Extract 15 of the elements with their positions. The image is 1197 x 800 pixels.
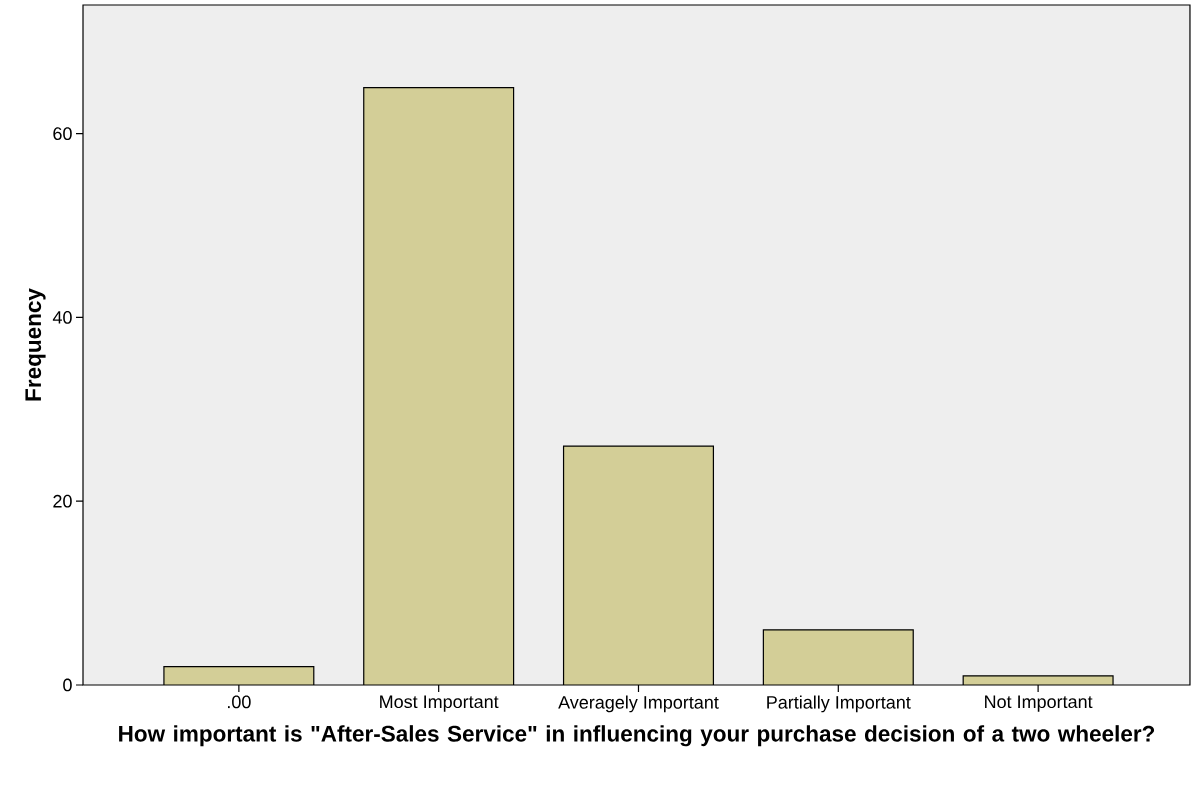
y-tick-label: 40	[52, 311, 72, 324]
x-tick-label: Partially Important	[767, 695, 911, 713]
bar	[562, 445, 715, 685]
bar	[163, 666, 314, 685]
y-axis-title: Frequency	[25, 288, 46, 401]
y-tick-label: 60	[53, 127, 72, 141]
bar	[762, 629, 914, 685]
y-tick-label: 20	[53, 494, 72, 508]
x-tick-label: .00	[228, 695, 251, 709]
x-tick-label: Averagely Important	[558, 695, 719, 713]
x-tick-label: Most Important	[380, 695, 499, 712]
x-tick-label: Not Important	[985, 695, 1093, 712]
x-axis-title: How important is "After-Sales Service" in influencing your purchase decision of a two wheeler?	[119, 725, 1155, 747]
y-tick-label: 0	[63, 678, 72, 692]
bar	[363, 87, 515, 685]
